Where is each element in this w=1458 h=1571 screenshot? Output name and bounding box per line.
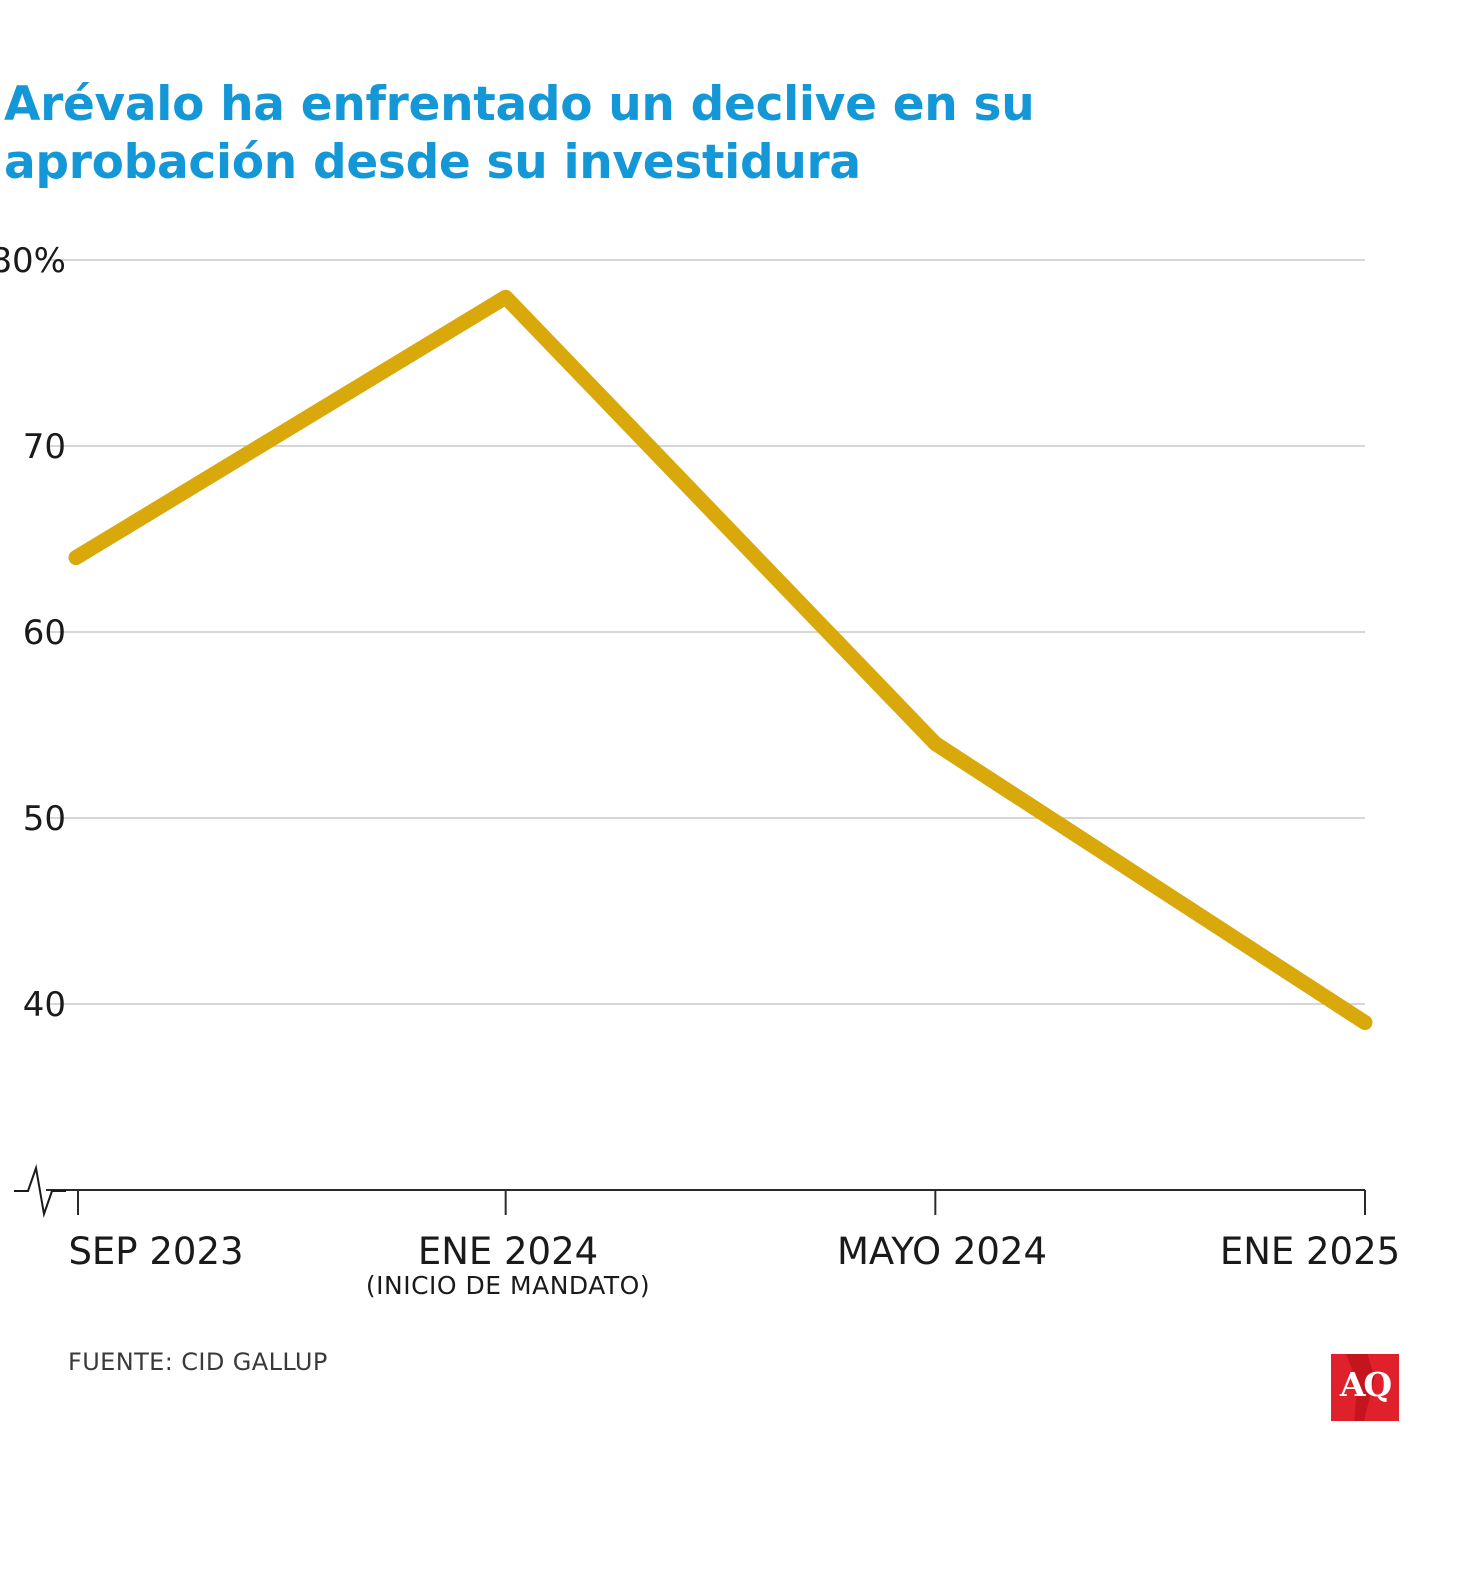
- logo-text: AQ: [1339, 1365, 1392, 1404]
- data-point: [934, 743, 936, 745]
- chart-title: Arévalo ha enfrentado un declive en su a…: [4, 76, 1104, 192]
- x-axis: [14, 1164, 1365, 1218]
- y-tick-label: 50: [23, 799, 66, 839]
- series-line-aprobacion: [68, 289, 1373, 1031]
- data-point: [1364, 1022, 1366, 1024]
- data-point: [75, 557, 77, 559]
- data-point: [505, 296, 507, 298]
- aq-logo: AQ: [1331, 1354, 1399, 1421]
- source-note: FUENTE: CID GALLUP: [68, 1348, 328, 1376]
- y-tick-label: 60: [23, 613, 66, 653]
- x-tick-note: (INICIO DE MANDATO): [366, 1271, 650, 1300]
- y-tick-label: 40: [23, 985, 66, 1025]
- x-tick-label: ENE 2025: [1220, 1230, 1400, 1273]
- x-tick-label: MAYO 2024: [837, 1230, 1047, 1273]
- y-axis-ticks: 40 50 60 70 80%: [0, 241, 66, 1025]
- axis-break-icon: [14, 1164, 66, 1218]
- x-tick-label: ENE 2024: [418, 1230, 598, 1273]
- y-tick-label: 70: [23, 427, 66, 467]
- x-tick-label: SEP 2023: [68, 1230, 243, 1273]
- line-chart: 40 50 60 70 80% SEP 2023 ENE 2024(INICIO DE M…: [0, 241, 1400, 1300]
- chart-title-line-2: aprobación desde su investidura: [4, 135, 861, 190]
- x-axis-ticks: SEP 2023 ENE 2024(INICIO DE MANDATO) MAYO …: [68, 1190, 1400, 1300]
- y-tick-label: 80%: [0, 241, 66, 281]
- series: [68, 289, 1373, 1031]
- chart-title-line-1: Arévalo ha enfrentado un declive en su: [4, 77, 1035, 132]
